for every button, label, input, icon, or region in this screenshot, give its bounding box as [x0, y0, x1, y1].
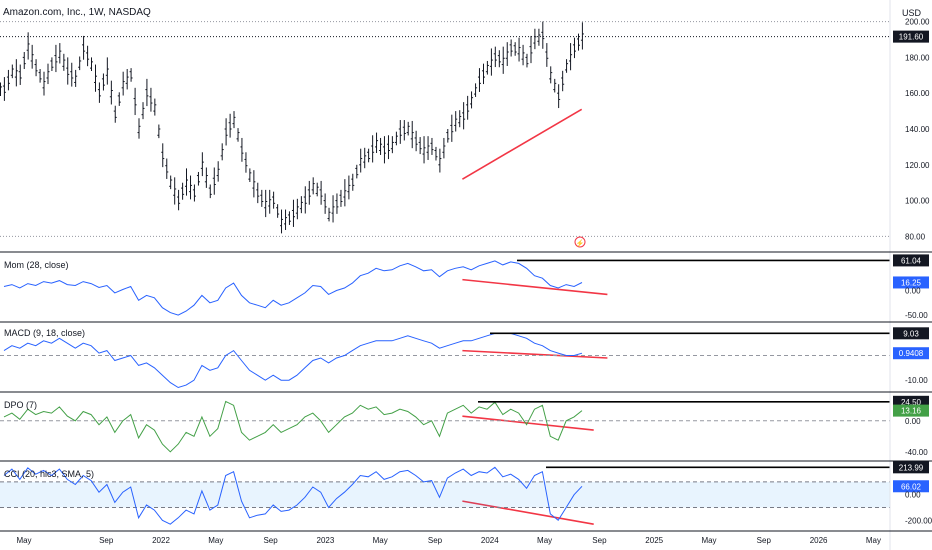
x-tick-label: 2023 — [317, 536, 335, 545]
cci-title: CCI (20, hlc3, SMA, 5) — [4, 469, 94, 479]
dpo-value-label-bg — [893, 404, 929, 417]
price-tick: 140.00 — [905, 125, 930, 134]
dpo-tick: -40.00 — [905, 448, 928, 457]
x-tick-label: May — [373, 536, 388, 545]
mom-level-label-bg — [893, 254, 929, 267]
x-tick-label: May — [208, 536, 223, 545]
currency-label: USD — [902, 8, 922, 18]
macd-tick: -10.00 — [905, 376, 928, 385]
mom-value-label: 16.25 — [901, 278, 922, 287]
dpo-level-label: 24.50 — [901, 398, 922, 407]
x-tick-label: May — [16, 536, 31, 545]
macd-level-label-bg — [893, 327, 929, 340]
macd-line — [3, 332, 583, 389]
last-price-label: 191.60 — [899, 33, 924, 42]
mom-tick: 0.00 — [905, 286, 921, 295]
price-tick: 180.00 — [905, 53, 930, 62]
cci-value-label-bg — [893, 480, 929, 493]
macd-pane[interactable]: 9.03 0.9408 -10.00 — [0, 327, 929, 389]
dpo-title: DPO (7) — [4, 400, 37, 410]
earnings-event-icon — [574, 236, 586, 248]
x-tick-label: 2026 — [810, 536, 828, 545]
x-tick-label: Sep — [757, 536, 772, 545]
x-tick-label: May — [537, 536, 552, 545]
x-tick-label: 2025 — [645, 536, 663, 545]
cci-divergence-line — [462, 500, 594, 525]
cci-tick: -200.00 — [905, 516, 932, 525]
cci-level-label-bg — [893, 461, 929, 474]
dpo-divergence-line — [462, 415, 594, 431]
cci-level-label: 213.99 — [899, 463, 924, 472]
cci-value-label: 66.02 — [901, 482, 922, 491]
price-tick: 120.00 — [905, 161, 930, 170]
macd-level-label: 9.03 — [903, 329, 919, 338]
dpo-tick: 0.00 — [905, 417, 921, 426]
mom-tick: -50.00 — [905, 311, 928, 320]
cci-pane[interactable]: 213.99 66.020.00 -200.00 — [0, 461, 932, 525]
chart-title: Amazon.com, Inc., 1W, NASDAQ — [3, 7, 151, 18]
price-tick: 80.00 — [905, 232, 926, 241]
price-pane[interactable]: 200.00 180.00 160.00 140.00 120.00 100.00 80.0… — [0, 18, 930, 248]
earnings-event-glyph: ⚡ — [576, 239, 585, 248]
x-tick-label: 2024 — [481, 536, 499, 545]
x-tick-label: May — [866, 536, 881, 545]
mom-level-label: 61.04 — [901, 256, 922, 265]
time-axis: May Sep 2022 May Sep 2023 May Sep 2024 May Sep 2025… — [16, 536, 881, 545]
price-tick: 100.00 — [905, 197, 930, 206]
mom-value-label-bg — [893, 276, 929, 289]
x-tick-label: May — [701, 536, 716, 545]
cci-band-fill — [0, 481, 890, 508]
macd-title: MACD (9, 18, close) — [4, 328, 85, 338]
mom-pane[interactable]: 61.04 16.250.00 -50.00 — [3, 254, 929, 320]
x-tick-label: Sep — [592, 536, 607, 545]
mom-title: Mom (28, close) — [4, 260, 69, 270]
mom-divergence-line — [462, 278, 608, 296]
cci-tick: 0.00 — [905, 491, 921, 500]
cci-line — [3, 466, 583, 525]
x-tick-label: Sep — [99, 536, 114, 545]
price-divergence-line — [461, 108, 583, 180]
price-tick: 160.00 — [905, 89, 930, 98]
macd-value-label-bg — [893, 347, 929, 360]
x-tick-label: Sep — [263, 536, 278, 545]
mom-line — [3, 260, 583, 316]
dpo-line — [3, 400, 583, 453]
x-tick-label: Sep — [428, 536, 443, 545]
x-tick-label: 2022 — [152, 536, 170, 545]
macd-divergence-line — [462, 349, 608, 359]
macd-value-label: 0.9408 — [899, 349, 924, 358]
overlay: Amazon.com, Inc., 1W, NASDAQ USD Mom (28… — [3, 7, 922, 479]
last-price-label-bg — [893, 30, 929, 43]
price-tick: 200.00 — [905, 18, 930, 27]
dpo-value-label: 13.16 — [901, 407, 922, 416]
